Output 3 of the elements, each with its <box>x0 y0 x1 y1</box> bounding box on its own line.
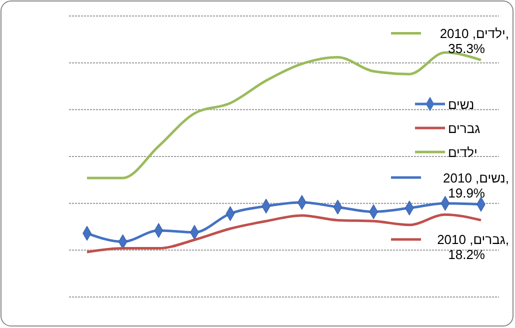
legend-label: גברים <box>448 121 481 136</box>
legend-label: ילדים <box>448 145 478 160</box>
legend-label: נשים <box>448 97 474 112</box>
